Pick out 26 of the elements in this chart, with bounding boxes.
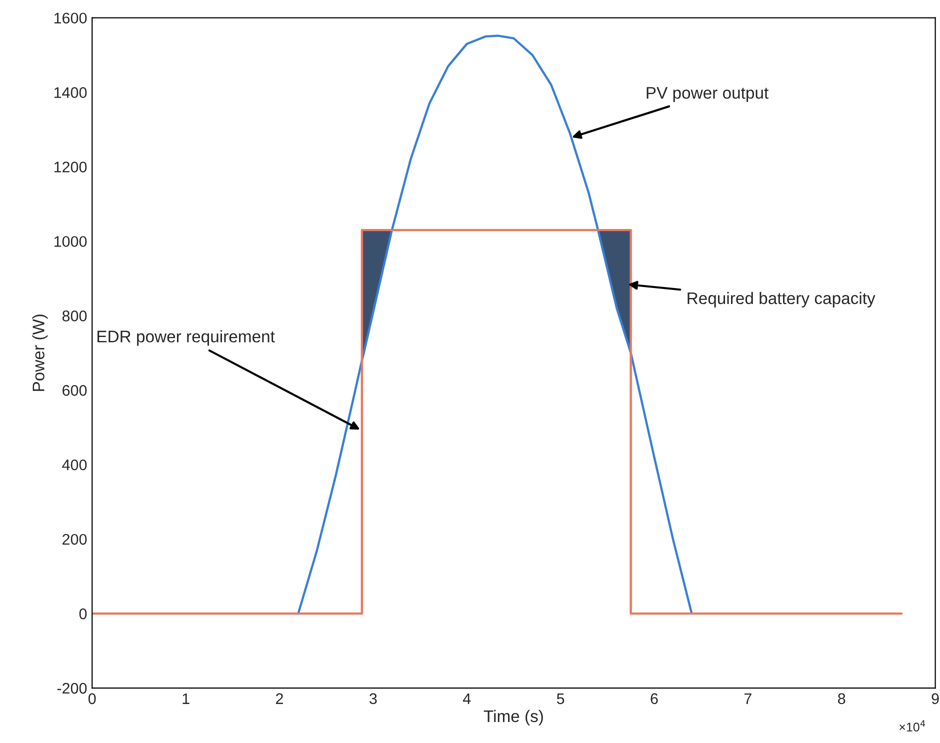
- annotation: Required battery capacity: [688, 292, 876, 308]
- y-tick-label: 600: [62, 385, 87, 396]
- text: ×10$^{4}$: [900, 720, 926, 732]
- x-tick-label: 4: [462, 693, 471, 704]
- y-tick-label: 400: [62, 459, 87, 470]
- annotation: PV power output: [646, 87, 769, 102]
- x-tick-label: 7: [744, 693, 752, 704]
- x-axis-title: Time (s): [484, 710, 543, 726]
- x-tick-label: 3: [370, 693, 377, 704]
- annotation: EDR power requirement: [98, 330, 275, 346]
- y-tick-label: -200: [57, 682, 87, 694]
- x-tick-label: 5: [556, 693, 564, 704]
- y-tick-label: 1400: [54, 87, 87, 98]
- y-tick-label: 0: [79, 608, 87, 620]
- x-tick-label: 8: [838, 693, 846, 704]
- y-tick-label: 1000: [54, 236, 87, 247]
- y-axis-title: Power (W): [32, 314, 48, 391]
- x-tick-label: 1: [182, 693, 190, 704]
- y-tick-label: 800: [62, 310, 87, 322]
- y-tick-label: 1200: [54, 162, 87, 172]
- x-tick-label: 9: [932, 693, 939, 704]
- x-tick-label: 2: [276, 693, 283, 704]
- y-tick-label: 1600: [54, 12, 87, 24]
- x-tick-label: 6: [650, 693, 658, 704]
- x-tick-label: 0: [88, 693, 96, 704]
- y-tick-label: 200: [62, 534, 87, 545]
